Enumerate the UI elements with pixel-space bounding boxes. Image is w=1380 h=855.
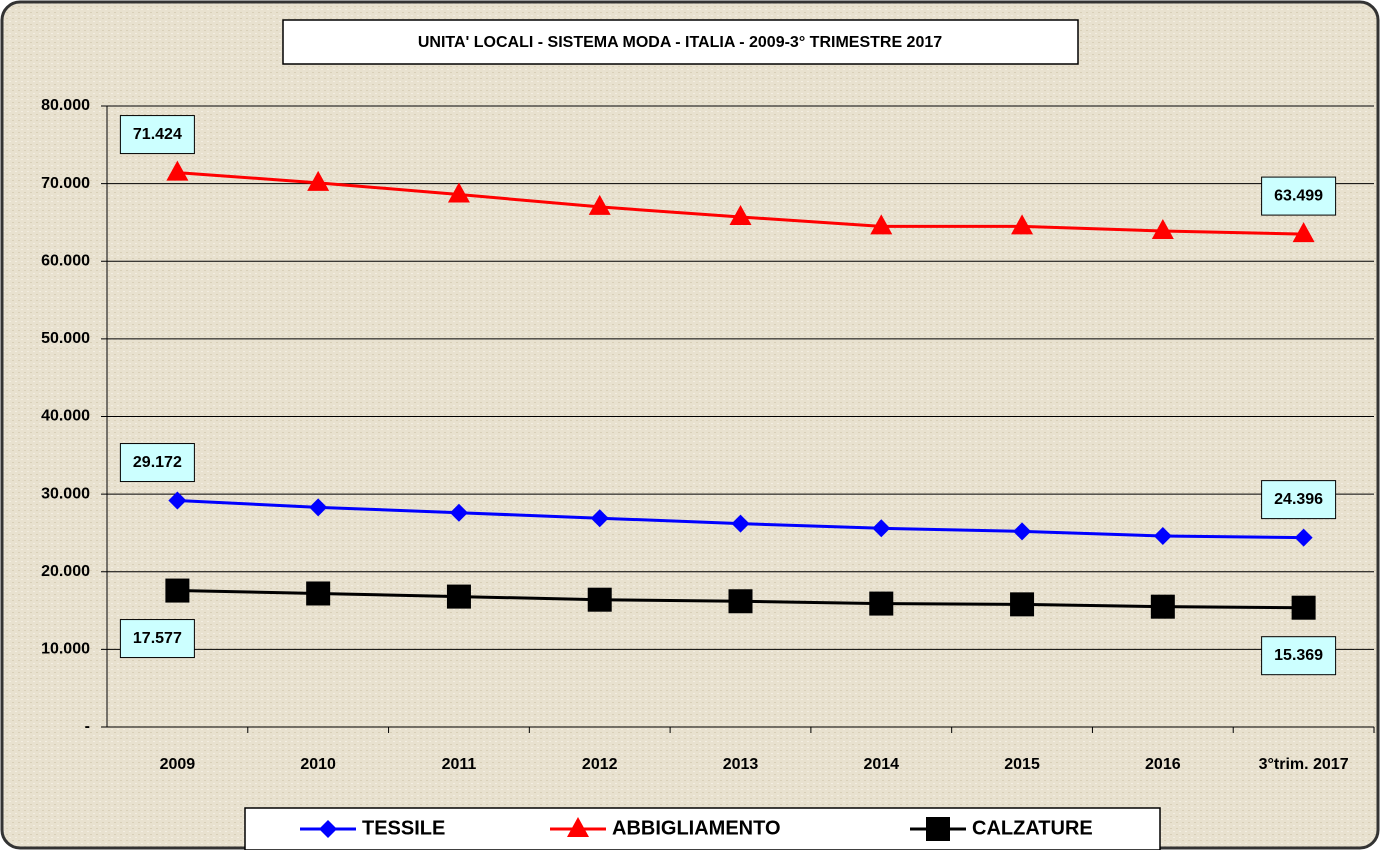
data-label: 15.369: [1274, 647, 1323, 664]
data-point: [588, 194, 611, 215]
data-point: [1150, 594, 1175, 619]
data-point: [1013, 522, 1032, 541]
x-tick-label: 2009: [160, 756, 196, 773]
data-point: [1294, 528, 1313, 547]
data-point: [309, 498, 328, 517]
data-point: [587, 587, 612, 612]
data-label: 71.424: [133, 126, 182, 143]
data-label: 63.499: [1274, 187, 1323, 204]
data-label-box: [119, 443, 195, 483]
data-point: [446, 584, 471, 609]
x-tick-label: 3°trim. 2017: [1259, 756, 1349, 773]
data-point: [1010, 592, 1035, 617]
data-point: [447, 182, 470, 203]
data-point: [1151, 218, 1174, 239]
legend-label: TESSILE: [362, 817, 445, 839]
data-point: [728, 589, 753, 614]
data-point: [731, 514, 750, 533]
data-label-box: [119, 619, 195, 659]
legend-marker: [567, 817, 589, 837]
data-point: [1153, 527, 1172, 546]
x-tick-label: 2016: [1145, 756, 1181, 773]
legend-marker: [319, 820, 337, 838]
data-label: 29.172: [133, 454, 182, 471]
data-label-box: [1261, 636, 1337, 676]
chart-title: UNITA' LOCALI - SISTEMA MODA - ITALIA - …: [418, 34, 942, 51]
y-tick-label: 60.000: [41, 252, 90, 269]
data-point: [1291, 595, 1316, 620]
x-tick-label: 2013: [723, 756, 759, 773]
data-point: [872, 519, 891, 538]
data-point: [1292, 222, 1315, 243]
title-box: [282, 19, 1079, 65]
y-tick-label: 30.000: [41, 485, 90, 502]
y-tick-label: 80.000: [41, 97, 90, 114]
data-label-box: [1261, 480, 1337, 520]
y-tick-label: 40.000: [41, 408, 90, 425]
data-label-box: [119, 115, 195, 155]
data-point: [1011, 214, 1034, 235]
data-point: [729, 205, 752, 226]
data-point: [870, 214, 893, 235]
data-point: [869, 591, 894, 616]
data-point: [168, 491, 187, 510]
data-point: [307, 170, 330, 191]
y-tick-label: 70.000: [41, 175, 90, 192]
data-point: [166, 160, 189, 181]
data-point: [306, 581, 331, 606]
x-tick-label: 2012: [582, 756, 618, 773]
y-tick-label: 20.000: [41, 563, 90, 580]
data-label: 17.577: [133, 630, 182, 647]
legend-label: CALZATURE: [972, 817, 1093, 839]
x-tick-label: 2010: [300, 756, 336, 773]
legend-label: ABBIGLIAMENTO: [612, 817, 781, 839]
y-tick-label: 10.000: [41, 641, 90, 658]
x-tick-label: 2015: [1004, 756, 1040, 773]
y-tick-label: 50.000: [41, 330, 90, 347]
data-point: [165, 578, 190, 603]
x-tick-label: 2014: [863, 756, 899, 773]
x-tick-label: 2011: [442, 756, 477, 773]
y-tick-label: -: [85, 718, 90, 735]
data-point: [449, 503, 468, 522]
data-label-box: [1261, 176, 1337, 216]
legend-box: [244, 807, 1161, 851]
data-label: 24.396: [1274, 491, 1323, 508]
data-point: [590, 509, 609, 528]
legend-marker: [926, 817, 950, 841]
